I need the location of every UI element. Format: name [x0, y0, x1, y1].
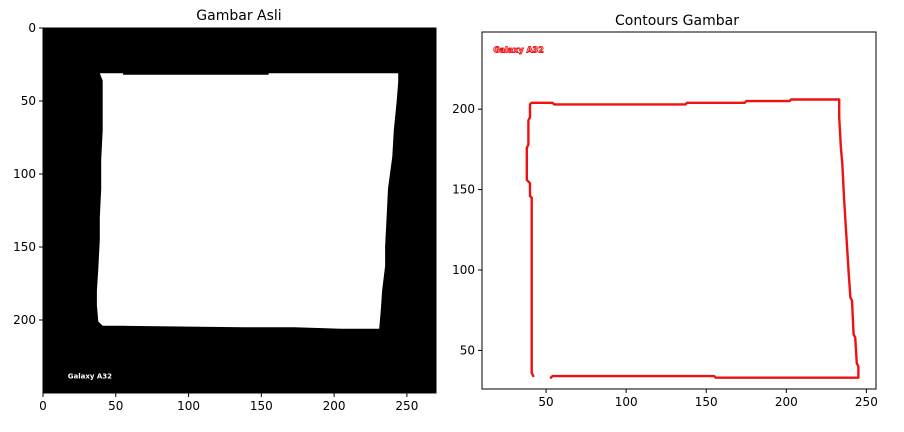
y-tick-label: 200: [13, 313, 36, 327]
x-tick-label: 200: [775, 395, 798, 409]
contours-y-axis: 50 100 150 200: [452, 102, 482, 357]
contour-line: [525, 98, 860, 379]
x-tick-label: 250: [855, 395, 878, 409]
watermark-text: Galaxy A32: [68, 372, 112, 380]
y-tick-label: 50: [21, 94, 36, 108]
contours-plot-area: Galaxy A32: [493, 45, 860, 379]
x-tick-label: 200: [323, 399, 346, 413]
original-image-frame: [42, 27, 437, 394]
watermark-contour-text: Galaxy A32: [493, 46, 544, 55]
x-tick-label: 50: [538, 395, 553, 409]
original-image-area: Galaxy A32: [43, 28, 436, 393]
original-image-title: Gambar Asli: [196, 8, 281, 24]
y-tick-label: 50: [460, 343, 475, 357]
contours-frame: [481, 31, 877, 390]
y-tick-label: 100: [452, 263, 475, 277]
contours-title: Contours Gambar: [615, 13, 739, 29]
y-tick-label: 150: [452, 183, 475, 197]
y-tick-label: 0: [28, 21, 36, 35]
x-tick-label: 50: [108, 399, 123, 413]
contours-panel: Contours Gambar Galaxy A32 50 100 150 200 25…: [452, 13, 878, 409]
original-image-x-axis: 0 50 100 150 200 250: [39, 393, 418, 413]
x-tick-label: 0: [39, 399, 47, 413]
x-tick-label: 100: [177, 399, 200, 413]
y-tick-label: 100: [13, 167, 36, 181]
original-image-y-axis: 0 50 100 150 200: [13, 21, 43, 327]
x-tick-label: 250: [395, 399, 418, 413]
y-tick-label: 200: [452, 102, 475, 116]
x-tick-label: 150: [250, 399, 273, 413]
white-quadrilateral: [96, 73, 399, 329]
contours-plot-background: [482, 32, 876, 389]
original-image-panel: Gambar Asli Galaxy A32 0 50 100 150 200 250 0…: [13, 8, 437, 413]
y-tick-label: 150: [13, 240, 36, 254]
x-tick-label: 150: [695, 395, 718, 409]
contours-x-axis: 50 100 150 200 250: [538, 389, 878, 409]
x-tick-label: 100: [615, 395, 638, 409]
